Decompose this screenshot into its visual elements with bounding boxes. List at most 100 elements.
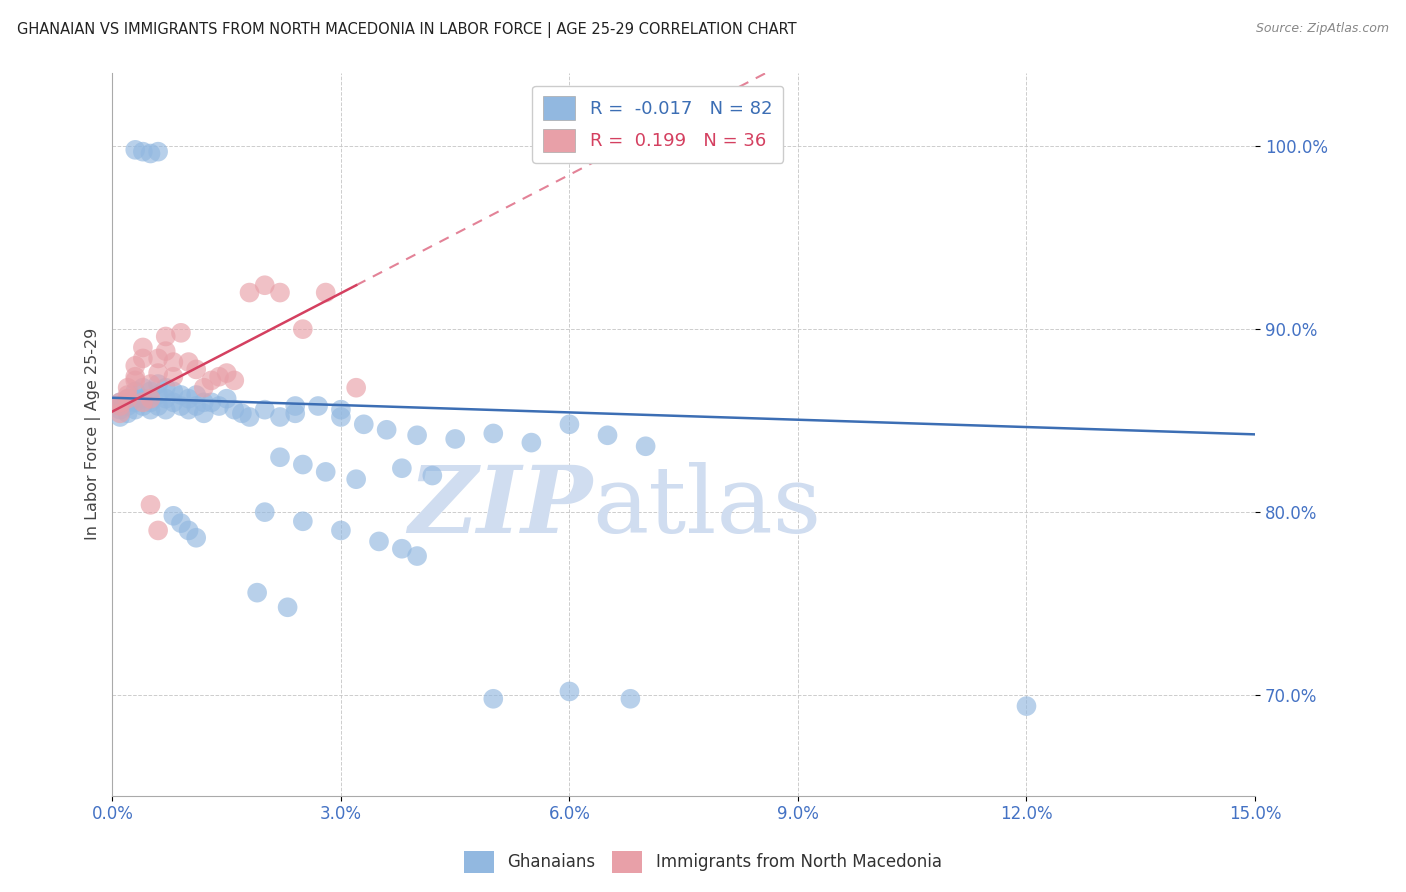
Point bbox=[329, 402, 352, 417]
Point bbox=[124, 384, 146, 399]
Point bbox=[269, 409, 291, 424]
Point bbox=[177, 355, 200, 369]
Point bbox=[146, 351, 169, 366]
Point bbox=[108, 395, 131, 409]
Point bbox=[117, 392, 139, 406]
Point bbox=[215, 366, 238, 380]
Point bbox=[193, 381, 215, 395]
Point bbox=[124, 359, 146, 373]
Point bbox=[420, 468, 443, 483]
Text: atlas: atlas bbox=[592, 462, 821, 551]
Point bbox=[284, 406, 307, 420]
Point bbox=[146, 366, 169, 380]
Point bbox=[200, 395, 222, 409]
Point bbox=[177, 524, 200, 538]
Point bbox=[124, 373, 146, 387]
Point bbox=[108, 399, 131, 413]
Point bbox=[132, 145, 155, 159]
Point bbox=[186, 531, 208, 545]
Point bbox=[124, 395, 146, 409]
Point bbox=[224, 402, 246, 417]
Point bbox=[139, 402, 162, 417]
Point bbox=[146, 388, 169, 402]
Point bbox=[124, 143, 146, 157]
Point bbox=[291, 514, 314, 528]
Point bbox=[558, 684, 581, 698]
Point bbox=[329, 409, 352, 424]
Point bbox=[277, 600, 299, 615]
Point bbox=[177, 402, 200, 417]
Point bbox=[315, 465, 337, 479]
Point bbox=[238, 285, 260, 300]
Point bbox=[146, 377, 169, 392]
Point bbox=[307, 399, 329, 413]
Legend: Ghanaians, Immigrants from North Macedonia: Ghanaians, Immigrants from North Macedon… bbox=[457, 845, 949, 880]
Point bbox=[391, 461, 413, 475]
Point bbox=[1015, 699, 1038, 714]
Point bbox=[162, 395, 184, 409]
Point bbox=[132, 399, 155, 413]
Point bbox=[162, 384, 184, 399]
Point bbox=[344, 381, 367, 395]
Point bbox=[253, 505, 276, 519]
Point bbox=[108, 406, 131, 420]
Point bbox=[329, 524, 352, 538]
Point bbox=[132, 395, 155, 409]
Point bbox=[200, 373, 222, 387]
Point bbox=[108, 402, 131, 417]
Point bbox=[193, 395, 215, 409]
Point bbox=[139, 384, 162, 399]
Point bbox=[177, 392, 200, 406]
Point bbox=[139, 146, 162, 161]
Point bbox=[170, 326, 193, 340]
Point bbox=[155, 381, 177, 395]
Point bbox=[170, 399, 193, 413]
Point bbox=[231, 406, 253, 420]
Point bbox=[315, 285, 337, 300]
Point bbox=[482, 426, 505, 441]
Point bbox=[406, 549, 429, 563]
Point bbox=[117, 392, 139, 406]
Point bbox=[253, 402, 276, 417]
Point bbox=[162, 369, 184, 384]
Point bbox=[482, 691, 505, 706]
Point bbox=[444, 432, 467, 446]
Point bbox=[186, 399, 208, 413]
Point bbox=[284, 399, 307, 413]
Point bbox=[117, 406, 139, 420]
Point bbox=[344, 472, 367, 486]
Point bbox=[596, 428, 619, 442]
Point bbox=[368, 534, 391, 549]
Point bbox=[117, 399, 139, 413]
Point bbox=[238, 409, 260, 424]
Point bbox=[186, 362, 208, 376]
Point bbox=[406, 428, 429, 442]
Point bbox=[520, 435, 543, 450]
Point bbox=[391, 541, 413, 556]
Point bbox=[117, 381, 139, 395]
Point bbox=[193, 406, 215, 420]
Text: GHANAIAN VS IMMIGRANTS FROM NORTH MACEDONIA IN LABOR FORCE | AGE 25-29 CORRELATI: GHANAIAN VS IMMIGRANTS FROM NORTH MACEDO… bbox=[17, 22, 796, 38]
Point bbox=[208, 369, 231, 384]
Text: ZIP: ZIP bbox=[408, 462, 592, 551]
Point bbox=[139, 392, 162, 406]
Point bbox=[155, 402, 177, 417]
Point bbox=[117, 388, 139, 402]
Point bbox=[108, 409, 131, 424]
Point bbox=[253, 278, 276, 293]
Point bbox=[246, 585, 269, 599]
Point bbox=[124, 402, 146, 417]
Point bbox=[224, 373, 246, 387]
Point bbox=[155, 392, 177, 406]
Point bbox=[208, 399, 231, 413]
Point bbox=[146, 145, 169, 159]
Point bbox=[155, 344, 177, 359]
Point bbox=[619, 691, 641, 706]
Point bbox=[108, 399, 131, 413]
Point bbox=[291, 322, 314, 336]
Point bbox=[269, 450, 291, 465]
Point bbox=[291, 458, 314, 472]
Point bbox=[139, 395, 162, 409]
Point bbox=[162, 508, 184, 523]
Point bbox=[139, 498, 162, 512]
